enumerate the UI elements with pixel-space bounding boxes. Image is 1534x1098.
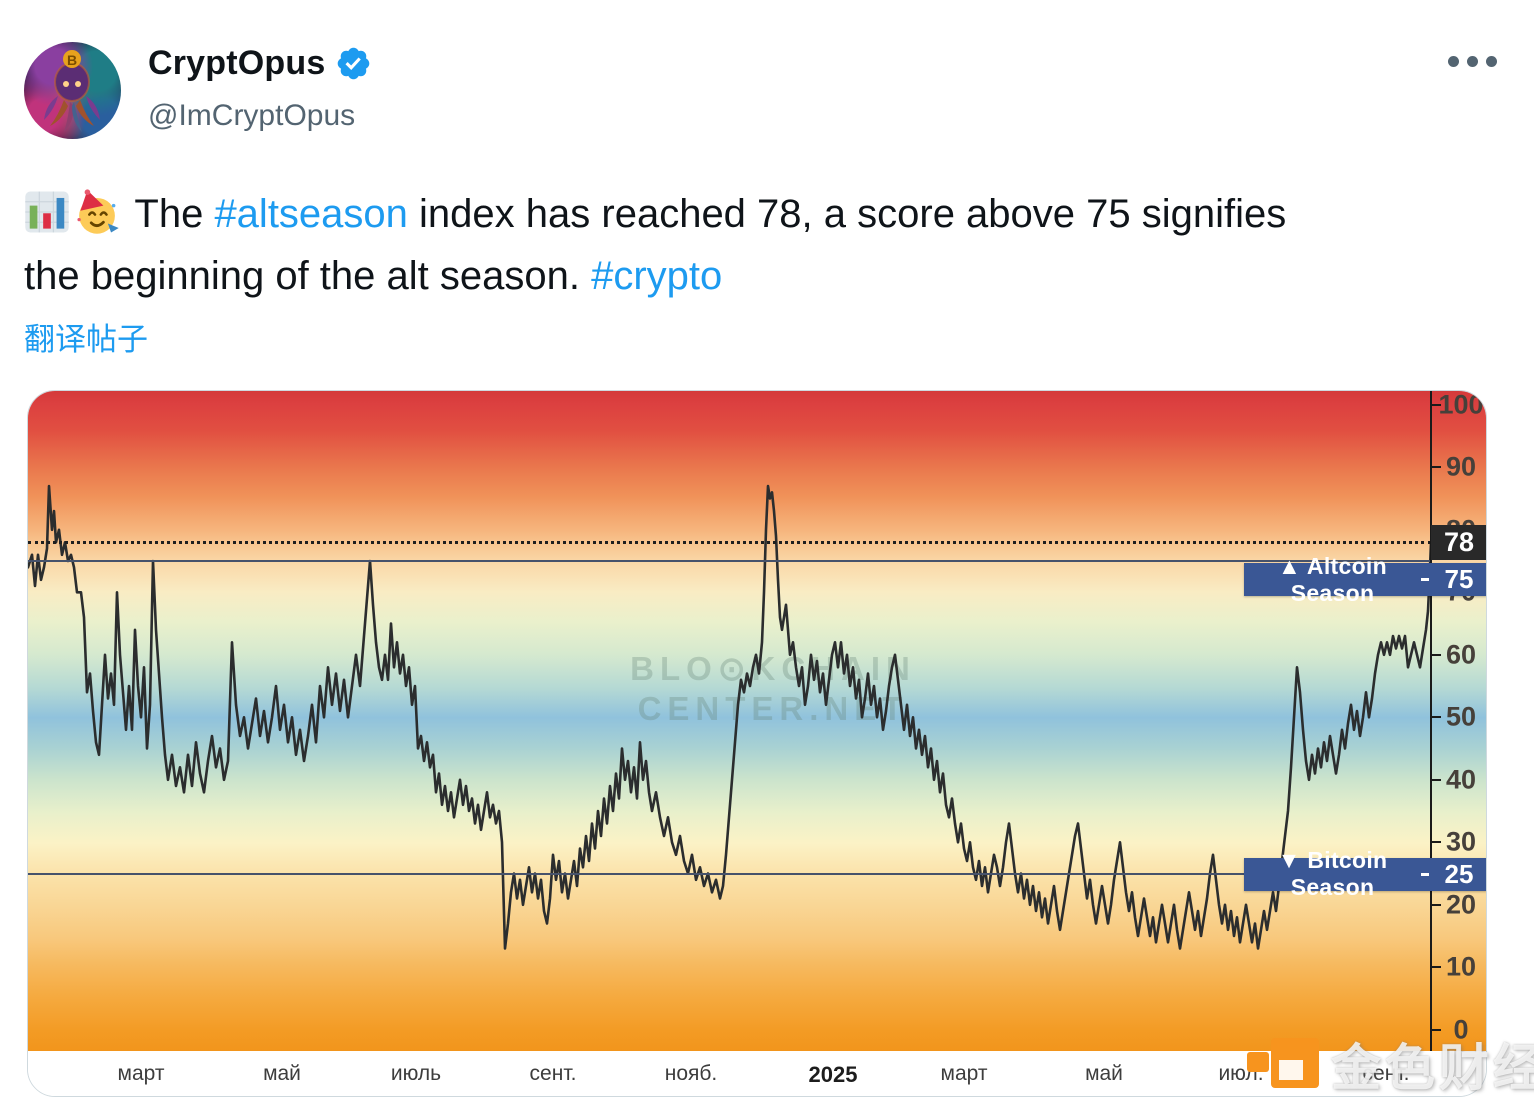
x-axis-month-label: март xyxy=(117,1062,165,1085)
altseason-chart-plot: BLO⊙KCHAIN CENTER.NET 010203040506070809… xyxy=(28,390,1486,1051)
y-tick-label: 10 xyxy=(1445,951,1477,982)
svg-text:B: B xyxy=(67,52,77,68)
y-tick xyxy=(1432,716,1441,719)
y-tick-label: 60 xyxy=(1445,639,1477,670)
current-value-dotted-line xyxy=(28,541,1431,545)
tweet-text-segment: The xyxy=(124,192,215,236)
x-axis-month-label: май xyxy=(1085,1062,1123,1085)
x-axis-month-label: май xyxy=(263,1062,301,1085)
y-tick xyxy=(1432,466,1441,469)
y-tick-label: 50 xyxy=(1445,701,1477,732)
avatar[interactable]: B xyxy=(24,42,121,139)
x-axis-month-label: нояб. xyxy=(664,1062,718,1085)
altcoin-season-badge: ▲ Altcoin Season 75 xyxy=(1244,553,1486,606)
tick-dash xyxy=(1421,872,1429,876)
bar-chart-emoji-icon xyxy=(24,189,70,235)
bitcoin-season-label: ▼ Bitcoin Season xyxy=(1277,847,1388,900)
display-name[interactable]: CryptOpus xyxy=(148,44,326,82)
x-axis-month-label: июль xyxy=(390,1062,442,1085)
index-line-chart xyxy=(28,484,1431,950)
y-tick-label: 90 xyxy=(1445,451,1477,482)
party-face-emoji-icon xyxy=(74,189,120,235)
x-axis-month-label: март xyxy=(940,1062,988,1085)
bitcoin-threshold-line xyxy=(28,872,1431,875)
tick-dash xyxy=(1421,578,1429,581)
y-tick-label: 40 xyxy=(1445,764,1477,795)
tweet-text-segment: index has reached 78, a score above 75 s… xyxy=(407,192,1287,236)
translate-post-link[interactable]: 翻译帖子 xyxy=(24,322,148,357)
y-tick-label: 100 xyxy=(1438,390,1484,420)
y-tick xyxy=(1432,778,1441,781)
x-axis-month-label: сент. xyxy=(1362,1062,1410,1085)
blockchaincenter-watermark: BLO⊙KCHAIN CENTER.NET xyxy=(630,650,916,727)
more-options-button[interactable] xyxy=(1442,50,1503,73)
dot-icon xyxy=(1486,56,1497,67)
y-tick xyxy=(1432,841,1441,844)
hashtag-link[interactable]: #altseason xyxy=(214,192,408,236)
y-tick-label: 0 xyxy=(1453,1014,1469,1045)
tweet-text: The #altseason index has reached 78, a s… xyxy=(24,183,1476,307)
bitcoin-season-badge: ▼ Bitcoin Season 25 xyxy=(1244,847,1486,900)
x-axis-strip: март май июль сент. нояб. 2025 март май июл. сент… xyxy=(28,1051,1486,1096)
user-handle[interactable]: @ImCryptOpus xyxy=(148,99,356,132)
y-tick xyxy=(1432,653,1441,656)
y-tick xyxy=(1432,403,1441,406)
bitcoin-season-value: 25 xyxy=(1444,858,1474,889)
tweet-text-segment: the beginning of the alt season. xyxy=(24,254,592,298)
x-axis-month-label: сент. xyxy=(529,1062,577,1085)
y-tick xyxy=(1432,966,1441,969)
verified-badge-icon xyxy=(338,47,370,80)
current-value-badge: 78 xyxy=(1431,525,1486,561)
name-row: CryptOpus xyxy=(148,44,372,83)
y-tick xyxy=(1432,903,1441,906)
hashtag-link[interactable]: #crypto xyxy=(591,254,723,298)
y-tick-label: 30 xyxy=(1445,826,1477,857)
altcoin-season-value: 75 xyxy=(1444,564,1474,594)
y-tick-label: 20 xyxy=(1445,889,1477,920)
y-tick xyxy=(1432,1028,1441,1031)
altcoin-season-label: ▲ Altcoin Season xyxy=(1278,552,1387,606)
x-axis-month-label: июл. xyxy=(1218,1062,1264,1085)
tweet-media[interactable]: BLO⊙KCHAIN CENTER.NET 010203040506070809… xyxy=(27,390,1487,1097)
x-axis-year-label: 2025 xyxy=(808,1062,858,1087)
y-axis-line xyxy=(1430,391,1432,1051)
octopus-avatar-art: B xyxy=(44,50,100,132)
dot-icon xyxy=(1448,56,1459,67)
dot-icon xyxy=(1467,56,1478,67)
altcoin-threshold-line xyxy=(28,560,1431,562)
